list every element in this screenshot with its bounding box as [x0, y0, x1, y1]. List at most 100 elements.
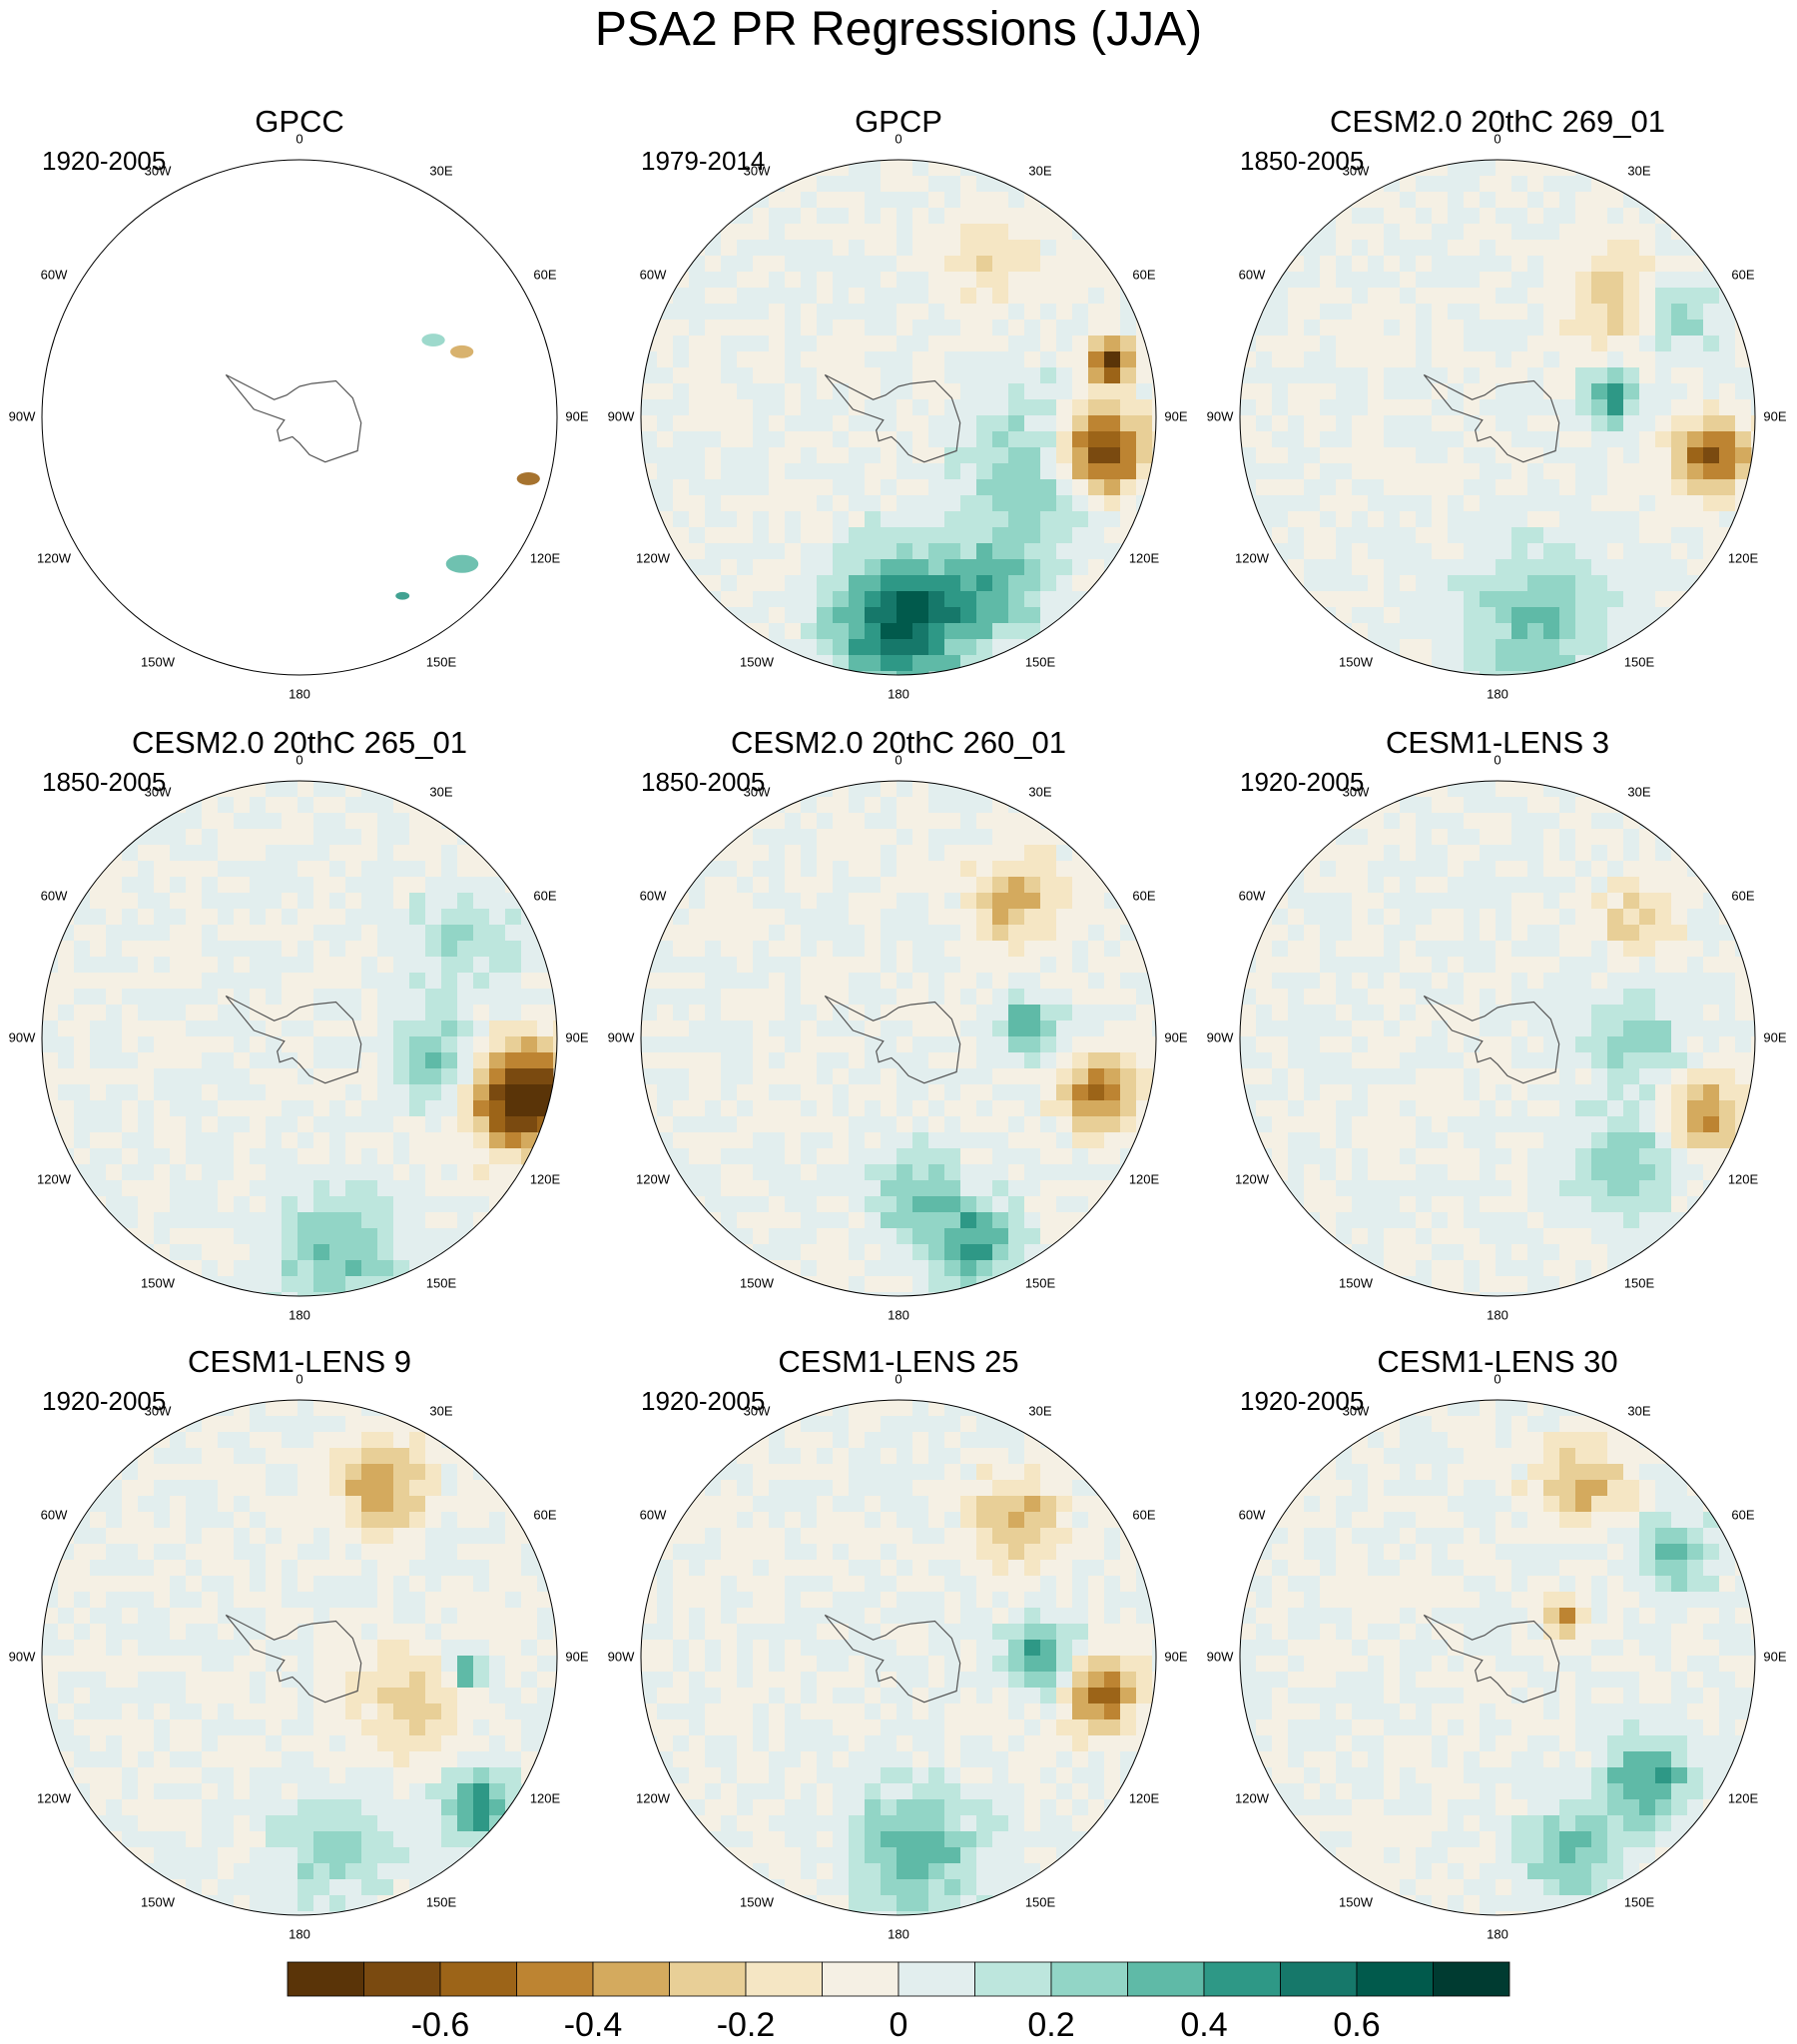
longitude-label: 90E	[565, 1649, 588, 1664]
longitude-label: 60E	[1132, 267, 1155, 282]
longitude-label: 90W	[1207, 1649, 1234, 1664]
precip-field	[42, 1400, 557, 1915]
map-panel-7: CESM1-LENS 9 1920-2005 0 30E 60E 90E 120E 150E 1…	[9, 1344, 589, 1941]
longitude-label: 0	[296, 1371, 302, 1386]
longitude-label: 30W	[145, 163, 172, 178]
longitude-label: 60E	[1132, 1507, 1155, 1522]
panel-period: 1920-2005	[641, 1386, 765, 1416]
longitude-label: 30W	[1343, 163, 1370, 178]
panel-title: CESM2.0 20thC 265_01	[132, 725, 467, 760]
panel-title: CESM1-LENS 25	[778, 1344, 1018, 1379]
longitude-label: 180	[888, 686, 909, 701]
colorbar-swatch	[1050, 1961, 1128, 1997]
longitude-label: 150E	[426, 654, 457, 669]
colorbar-tick-label: 0	[890, 2006, 908, 2044]
antarctica-coastline	[225, 373, 362, 463]
map-panel-3: CESM2.0 20thC 269_01 1850-2005 0 30E 60E 90E 1…	[1207, 104, 1787, 701]
longitude-label: 60E	[1731, 1507, 1754, 1522]
colorbar-swatch	[745, 1961, 823, 1997]
map-panel-1: GPCC 1920-2005 0 30E 60E 90E 120E 150E 180 150W 12…	[9, 104, 589, 701]
longitude-label: 90W	[1207, 1029, 1234, 1044]
colorbar-swatch	[1356, 1961, 1434, 1997]
longitude-label: 30W	[744, 784, 771, 799]
panel-period: 1850-2005	[641, 767, 765, 797]
colorbar-tick-label: 0.2	[1027, 2006, 1074, 2044]
colorbar-tick-label: 0.4	[1180, 2006, 1227, 2044]
longitude-label: 90E	[1164, 1649, 1187, 1664]
chart-title: PSA2 PR Regressions (JJA)	[594, 3, 1203, 56]
longitude-label: 0	[1494, 752, 1500, 767]
longitude-label: 120E	[1129, 550, 1160, 565]
antarctica-coastline	[824, 995, 961, 1084]
longitude-label: 150W	[1339, 1894, 1374, 1909]
longitude-label: 150E	[426, 1894, 457, 1909]
map-panel-5: CESM2.0 20thC 260_01 1850-2005 0 30E 60E 90E 1…	[608, 725, 1188, 1322]
longitude-label: 150W	[740, 654, 775, 669]
longitude-label: 90E	[1763, 1029, 1786, 1044]
colorbar-swatch	[1280, 1961, 1358, 1997]
longitude-label: 120E	[530, 1790, 561, 1805]
longitude-label: 180	[888, 1926, 909, 1941]
longitude-label: 0	[895, 131, 901, 146]
longitude-label: 120E	[1728, 550, 1759, 565]
longitude-label: 120E	[1129, 1790, 1160, 1805]
antarctica-coastline	[1423, 1614, 1560, 1703]
colorbar-swatch	[516, 1961, 594, 1997]
longitude-label: 0	[1494, 1371, 1500, 1386]
longitude-label: 180	[1487, 686, 1508, 701]
antarctica-coastline	[824, 1614, 961, 1703]
longitude-label: 90E	[1763, 1649, 1786, 1664]
longitude-label: 60E	[1132, 888, 1155, 903]
colorbar-tick-label: -0.2	[717, 2006, 776, 2044]
map-panel-9: CESM1-LENS 30 1920-2005 0 30E 60E 90E 120E 150E…	[1207, 1344, 1787, 1941]
longitude-label: 120W	[1235, 550, 1270, 565]
longitude-label: 60E	[533, 888, 556, 903]
antarctica-coastline	[824, 373, 961, 463]
panel-period: 1850-2005	[42, 767, 166, 797]
panel-title: GPCP	[855, 104, 942, 139]
panel-period: 1920-2005	[42, 1386, 166, 1416]
antarctica-coastline	[225, 1614, 362, 1703]
longitude-label: 120W	[37, 1171, 72, 1186]
longitude-label: 90W	[608, 1649, 635, 1664]
colorbar-swatch	[898, 1961, 975, 1997]
longitude-label: 120W	[1235, 1171, 1270, 1186]
colorbar: -0.6 -0.4 -0.2 0 0.2 0.4 0.6	[287, 1961, 1510, 2044]
precip-field	[1240, 160, 1755, 675]
antarctica-coastline	[1423, 995, 1560, 1084]
colorbar-swatch	[1203, 1961, 1281, 1997]
panel-period: 1979-2014	[641, 146, 765, 176]
longitude-label: 150E	[426, 1275, 457, 1290]
longitude-label: 30E	[1028, 1403, 1051, 1418]
longitude-label: 60E	[1731, 267, 1754, 282]
panel-title: CESM1-LENS 9	[188, 1344, 411, 1379]
longitude-label: 90W	[9, 1029, 36, 1044]
longitude-label: 120E	[1728, 1171, 1759, 1186]
longitude-label: 120W	[636, 1790, 671, 1805]
longitude-label: 30W	[1343, 1403, 1370, 1418]
colorbar-swatch	[669, 1961, 747, 1997]
longitude-label: 30E	[429, 163, 452, 178]
map-panel-8: CESM1-LENS 25 1920-2005 0 30E 60E 90E 120E 150E…	[608, 1344, 1188, 1941]
longitude-label: 90E	[1763, 408, 1786, 423]
longitude-label: 30E	[1028, 784, 1051, 799]
panel-title: CESM2.0 20thC 269_01	[1330, 104, 1665, 139]
colorbar-swatch	[363, 1961, 441, 1997]
longitude-label: 90E	[565, 1029, 588, 1044]
longitude-label: 60E	[1731, 888, 1754, 903]
colorbar-swatch	[1127, 1961, 1205, 1997]
precip-field	[1240, 1400, 1755, 1915]
longitude-label: 60W	[1239, 267, 1266, 282]
longitude-label: 60W	[41, 267, 68, 282]
longitude-label: 150W	[1339, 654, 1374, 669]
longitude-label: 30E	[1627, 163, 1650, 178]
map-panel-4: CESM2.0 20thC 265_01 1850-2005 0 30E 60E 90E 1…	[9, 725, 589, 1322]
longitude-label: 30W	[744, 1403, 771, 1418]
longitude-label: 120W	[37, 1790, 72, 1805]
antarctica-coastline	[225, 995, 362, 1084]
longitude-label: 60W	[640, 888, 667, 903]
longitude-label: 90W	[1207, 408, 1234, 423]
longitude-label: 60W	[640, 267, 667, 282]
longitude-label: 150E	[1624, 1275, 1655, 1290]
longitude-label: 150E	[1025, 1275, 1056, 1290]
